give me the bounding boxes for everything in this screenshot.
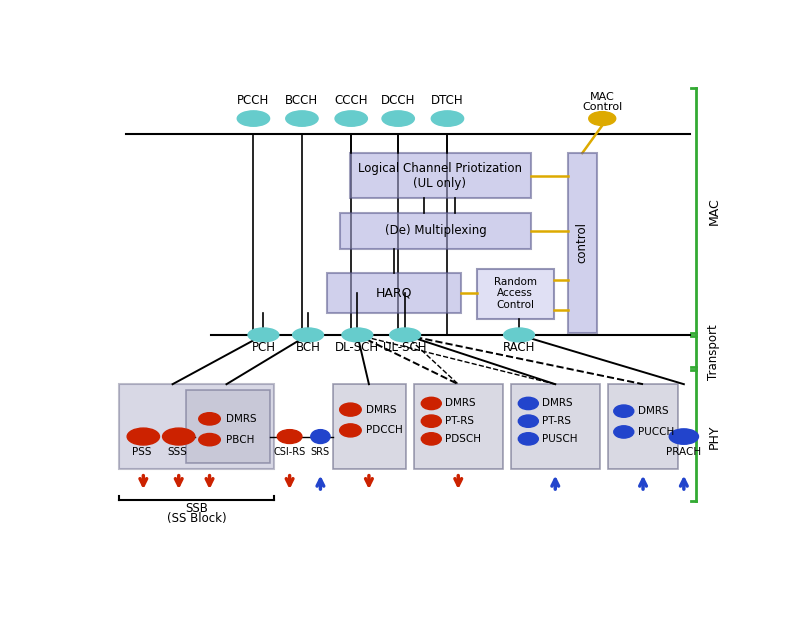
Text: Control: Control — [582, 102, 622, 112]
Ellipse shape — [421, 398, 441, 410]
Text: RACH: RACH — [503, 341, 535, 354]
Text: DTCH: DTCH — [431, 95, 464, 107]
Ellipse shape — [431, 111, 463, 126]
Ellipse shape — [518, 398, 539, 410]
Text: UL-SCH: UL-SCH — [383, 341, 427, 354]
Ellipse shape — [163, 428, 195, 445]
Text: MAC: MAC — [707, 197, 720, 225]
Bar — [350, 153, 531, 198]
Text: BCCH: BCCH — [285, 95, 318, 107]
Text: PUCCH: PUCCH — [637, 427, 674, 437]
Ellipse shape — [127, 428, 160, 445]
Ellipse shape — [198, 413, 220, 425]
Ellipse shape — [614, 405, 633, 417]
Text: PCH: PCH — [251, 341, 275, 354]
Text: (De) Multiplexing: (De) Multiplexing — [385, 224, 487, 237]
Text: Random
Access
Control: Random Access Control — [494, 277, 537, 310]
Text: PRACH: PRACH — [667, 447, 701, 457]
Text: MAC: MAC — [590, 92, 615, 102]
Ellipse shape — [342, 328, 373, 342]
Ellipse shape — [421, 432, 441, 445]
Bar — [415, 384, 503, 469]
Text: CSI-RS: CSI-RS — [274, 447, 305, 457]
Text: DMRS: DMRS — [637, 406, 668, 416]
Ellipse shape — [382, 111, 415, 126]
Ellipse shape — [339, 403, 361, 416]
Text: DMRS: DMRS — [542, 398, 573, 408]
Text: DMRS: DMRS — [446, 398, 475, 408]
Ellipse shape — [311, 430, 330, 443]
Text: HARQ: HARQ — [375, 286, 411, 299]
Ellipse shape — [248, 328, 279, 342]
Text: PSS: PSS — [132, 447, 151, 457]
Text: PUSCH: PUSCH — [542, 434, 578, 444]
Ellipse shape — [518, 415, 539, 427]
Bar — [568, 153, 597, 333]
Text: PCCH: PCCH — [237, 95, 270, 107]
Text: PBCH: PBCH — [227, 434, 255, 444]
Ellipse shape — [421, 415, 441, 427]
Text: SRS: SRS — [311, 447, 330, 457]
Text: DL-SCH: DL-SCH — [335, 341, 379, 354]
Ellipse shape — [518, 432, 539, 445]
Ellipse shape — [277, 430, 302, 443]
Text: PHY: PHY — [707, 424, 720, 449]
Bar — [326, 272, 462, 313]
Ellipse shape — [390, 328, 420, 342]
Text: PDCCH: PDCCH — [366, 425, 403, 436]
Ellipse shape — [504, 328, 535, 342]
Bar — [119, 384, 275, 469]
Text: PDSCH: PDSCH — [446, 434, 481, 444]
Text: BCH: BCH — [296, 341, 321, 354]
Text: SSB: SSB — [185, 502, 208, 516]
Bar — [340, 213, 531, 250]
Ellipse shape — [335, 111, 368, 126]
Text: PT-RS: PT-RS — [446, 416, 474, 426]
Text: DMRS: DMRS — [366, 404, 396, 415]
Text: DCCH: DCCH — [381, 95, 416, 107]
Text: SSS: SSS — [167, 447, 187, 457]
Text: Logical Channel Priotization
(UL only): Logical Channel Priotization (UL only) — [358, 161, 522, 189]
Ellipse shape — [292, 328, 323, 342]
Bar — [186, 391, 270, 463]
Ellipse shape — [339, 424, 361, 437]
Text: control: control — [576, 222, 589, 263]
Bar — [477, 269, 554, 319]
Bar — [608, 384, 678, 469]
Text: DMRS: DMRS — [227, 414, 257, 424]
Ellipse shape — [286, 111, 318, 126]
Ellipse shape — [589, 112, 616, 126]
Text: (SS Block): (SS Block) — [167, 512, 226, 525]
Ellipse shape — [237, 111, 270, 126]
Ellipse shape — [669, 429, 698, 444]
Text: PT-RS: PT-RS — [542, 416, 571, 426]
Text: CCCH: CCCH — [335, 95, 368, 107]
Bar — [333, 384, 406, 469]
Bar — [511, 384, 600, 469]
Text: Transport: Transport — [707, 324, 720, 380]
Ellipse shape — [614, 426, 633, 438]
Ellipse shape — [198, 434, 220, 446]
